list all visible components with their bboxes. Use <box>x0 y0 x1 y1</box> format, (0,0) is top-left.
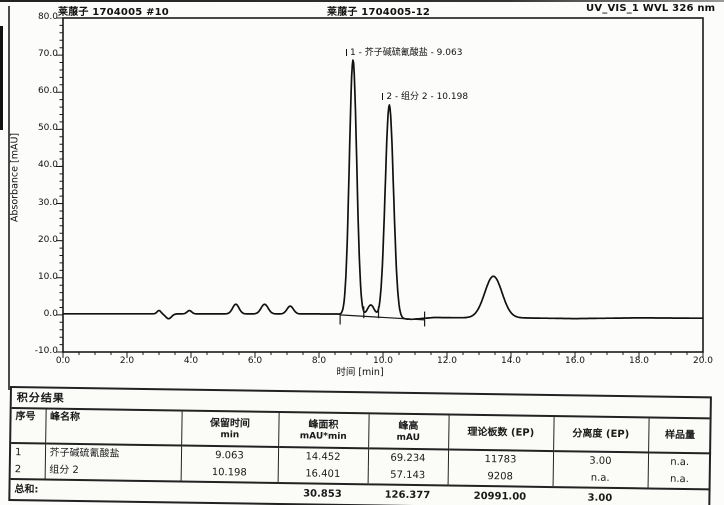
sum-value: 126.377 <box>367 484 448 505</box>
sum-value <box>647 488 711 505</box>
y-tick-label: -10.0 <box>34 346 58 356</box>
table-cell: 组分 2 <box>44 461 181 482</box>
column-header-label: 序号 <box>15 411 36 423</box>
column-header: 峰面积 mAU*min <box>278 412 369 449</box>
x-tick-label: 10.0 <box>372 356 394 366</box>
x-tick-label: 20.0 <box>692 356 714 366</box>
integration-results-table: 积分结果 序号 峰名称 保留时间 min 峰面积 mAU*min 峰高 mAU 理论板数 (EP… <box>8 386 712 505</box>
x-tick-label: 16.0 <box>564 356 586 366</box>
sum-value: 30.853 <box>277 482 368 505</box>
column-header-label: 理论板数 (EP) <box>467 426 535 439</box>
chromatogram-plot <box>56 17 704 358</box>
scan-edge-left <box>8 6 10 390</box>
detector-channel-label: UV_VIS_1 WVL 326 nm <box>586 3 716 14</box>
sample-name-left: 莱菔子 1704005 #10 <box>58 7 169 18</box>
plot-frame <box>62 17 704 353</box>
y-tick-label: 10.0 <box>37 271 58 282</box>
table-cell: 69.234 <box>367 448 449 468</box>
peak-label: 2 - 组分 2 - 10.198 <box>382 89 468 102</box>
column-header-label: 峰高 <box>398 420 419 432</box>
axis-ticks <box>56 17 704 358</box>
column-header-unit: mAU <box>396 432 421 443</box>
column-header-unit: min <box>220 429 240 440</box>
table-cell: 10.198 <box>180 463 278 483</box>
table-cell: 9208 <box>447 467 553 488</box>
integration-baseline <box>340 314 425 321</box>
column-header: 峰高 mAU <box>368 414 449 450</box>
results-table: 序号 峰名称 保留时间 min 峰面积 mAU*min 峰高 mAU 理论板数 (EP) 分离度 … <box>10 409 712 505</box>
column-header: 样品量 <box>648 418 712 454</box>
x-tick-label: 18.0 <box>628 356 650 366</box>
table-cell: 芥子碱硫氰酸盐 <box>44 443 182 464</box>
column-header-label: 峰名称 <box>49 411 81 424</box>
y-tick-label: 30.0 <box>37 197 58 208</box>
table-cell: 14.452 <box>277 446 369 467</box>
column-header: 峰名称 <box>45 409 182 446</box>
x-tick-label: 12.0 <box>436 356 458 366</box>
column-header-unit: mAU*min <box>299 430 347 442</box>
sum-label: 总和: <box>10 479 278 503</box>
x-tick-label: 2.0 <box>119 356 135 366</box>
table-cell: 2 <box>10 461 45 480</box>
sum-value: 3.00 <box>552 487 648 505</box>
y-tick-label: 60.0 <box>37 86 58 97</box>
y-tick-label: 40.0 <box>37 160 58 171</box>
y-tick-label: 50.0 <box>37 123 58 134</box>
x-tick-label: 14.0 <box>500 356 522 366</box>
column-header: 序号 <box>11 409 46 444</box>
x-tick-label: 0.0 <box>55 356 71 366</box>
column-header: 保留时间 min <box>181 411 279 447</box>
y-tick-label: 20.0 <box>37 234 58 245</box>
x-tick-label: 6.0 <box>247 356 263 366</box>
column-header-label: 分离度 (EP) <box>572 428 630 441</box>
scan-edge-top <box>0 0 724 2</box>
column-header: 理论板数 (EP) <box>448 415 554 452</box>
y-tick-label: 80.0 <box>37 12 58 22</box>
y-tick-label: 70.0 <box>37 49 58 60</box>
table-cell: n.a. <box>670 456 690 468</box>
sample-name-center: 莱菔子 1704005-12 <box>327 7 431 18</box>
table-cell: 1 <box>10 443 46 462</box>
table-cell: 57.143 <box>367 466 448 486</box>
chromatogram-trace <box>62 59 704 321</box>
x-tick-label: 4.0 <box>183 356 199 366</box>
table-cell: n.a. <box>552 469 648 489</box>
x-tick-label: 8.0 <box>311 356 327 366</box>
table-cell: 11783 <box>447 449 554 470</box>
table-cell: n.a. <box>669 473 689 485</box>
peak-label: 1 - 芥子碱硫氰酸盐 - 9.063 <box>346 45 462 58</box>
column-header-label: 样品量 <box>665 429 696 442</box>
sum-value: 20991.00 <box>447 485 553 505</box>
table-cell: 9.063 <box>180 445 279 465</box>
table-cell: 16.401 <box>277 464 368 485</box>
chromatogram-panel: 莱菔子 1704005 #10 莱菔子 1704005-12 UV_VIS_1 … <box>0 0 724 384</box>
x-axis-title: 时间 [min] <box>336 367 384 378</box>
y-tick-label: 0.0 <box>43 308 58 319</box>
scan-edge-left-dark <box>0 26 3 130</box>
column-header: 分离度 (EP) <box>553 417 649 453</box>
table-cell: 3.00 <box>552 451 649 471</box>
